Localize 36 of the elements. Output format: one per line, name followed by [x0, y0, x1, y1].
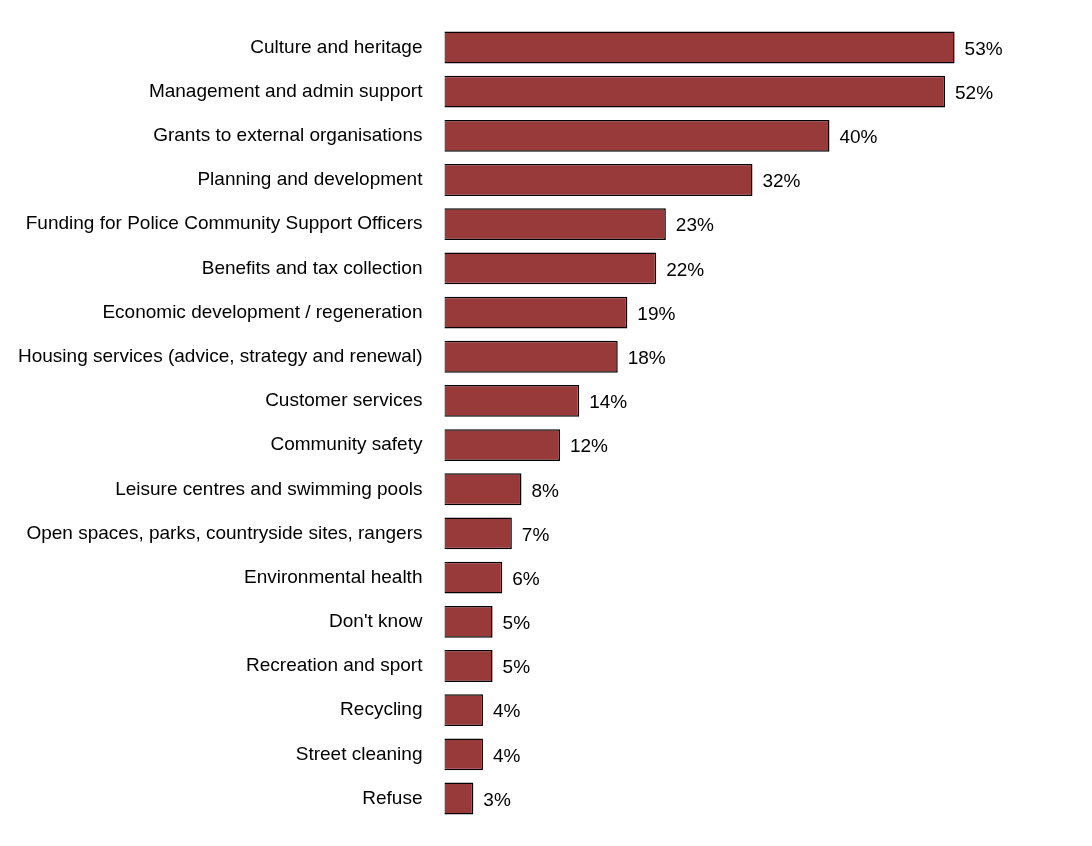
data-label: 19%	[637, 302, 676, 324]
y-tick-label: Don't know	[329, 610, 423, 632]
data-label: 32%	[762, 170, 801, 192]
data-label: 7%	[521, 523, 550, 545]
y-tick-label: Recycling	[340, 698, 423, 720]
y-tick-label: Community safety	[270, 433, 423, 455]
data-label: 5%	[502, 612, 531, 634]
y-tick-label: Benefits and tax collection	[201, 256, 423, 278]
y-tick-label: Recreation and sport	[246, 654, 424, 676]
y-tick-label: Housing services (advice, strategy and renewal)	[18, 344, 423, 366]
data-label: 23%	[675, 214, 714, 236]
y-tick-label: Customer services	[265, 389, 423, 411]
data-label: 6%	[512, 567, 540, 589]
y-tick-label: Street cleaning	[295, 742, 423, 764]
data-label: 40%	[839, 126, 878, 148]
data-label: 3%	[483, 788, 511, 810]
data-label: 52%	[955, 81, 994, 103]
y-tick-label: Refuse	[362, 786, 423, 808]
y-tick-label: Funding for Police Community Support Officers	[25, 212, 423, 234]
y-tick-label: Leisure centres and swimming pools	[115, 477, 423, 499]
data-label: 22%	[666, 258, 705, 280]
y-tick-label: Open spaces, parks, countryside sites, rangers	[26, 521, 423, 543]
y-tick-label: Management and admin support	[148, 79, 424, 101]
data-label: 12%	[569, 435, 609, 457]
y-tick-label: Environmental health	[243, 565, 423, 587]
y-tick-label: Economic development / regeneration	[102, 300, 423, 322]
y-tick-label: Planning and development	[197, 168, 424, 190]
data-label: 18%	[627, 346, 666, 368]
y-tick-label: Culture and heritage	[250, 35, 423, 57]
data-label: 53%	[964, 37, 1003, 59]
data-label: 4%	[492, 744, 521, 766]
data-label: 5%	[502, 656, 531, 678]
data-label: 4%	[492, 700, 521, 722]
data-label: 14%	[589, 391, 628, 413]
y-tick-label: Grants to external organisations	[153, 124, 423, 146]
data-label: 8%	[531, 479, 560, 501]
